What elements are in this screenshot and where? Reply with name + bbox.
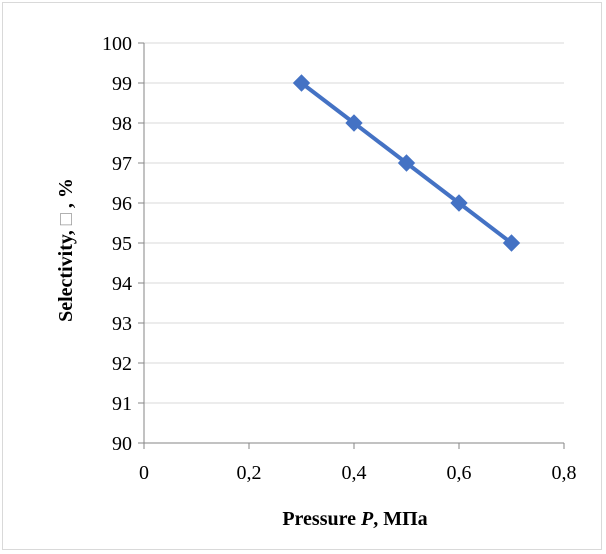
x-tick-label: 0	[139, 462, 149, 484]
y-tick-label: 95	[112, 233, 132, 255]
data-point-marker	[292, 74, 311, 92]
y-axis-title: Selectivity, □ , %	[55, 178, 77, 322]
x-axis-title: Pressure P, МПа	[282, 508, 427, 530]
y-tick-labels: 90 91 92 93 94 95 96 97 98 99 100	[102, 33, 132, 455]
y-tick-label: 97	[112, 153, 132, 175]
chart-frame	[2, 2, 602, 550]
y-tick-label: 92	[112, 353, 132, 375]
y-tick-label: 94	[112, 273, 132, 295]
x-tick-label: 0,8	[552, 462, 577, 484]
gridlines	[144, 42, 564, 404]
y-tick-label: 100	[102, 33, 132, 55]
axes	[138, 42, 565, 449]
x-tick-labels: 0 0,2 0,4 0,6 0,8	[139, 462, 577, 484]
y-tick-label: 96	[112, 193, 132, 215]
y-tick-label: 90	[112, 433, 132, 455]
x-tick-label: 0,6	[447, 462, 472, 484]
y-tick-label: 93	[112, 313, 132, 335]
data-point-marker	[502, 234, 521, 252]
data-point-marker	[450, 194, 468, 212]
data-point-marker	[345, 114, 363, 132]
x-tick-label: 0,2	[237, 462, 262, 484]
y-tick-label: 91	[112, 393, 132, 415]
x-tick-label: 0,4	[342, 462, 367, 484]
data-point-marker	[397, 154, 416, 172]
y-tick-label: 99	[112, 73, 132, 95]
series-group	[292, 74, 521, 252]
y-tick-label: 98	[112, 113, 132, 135]
